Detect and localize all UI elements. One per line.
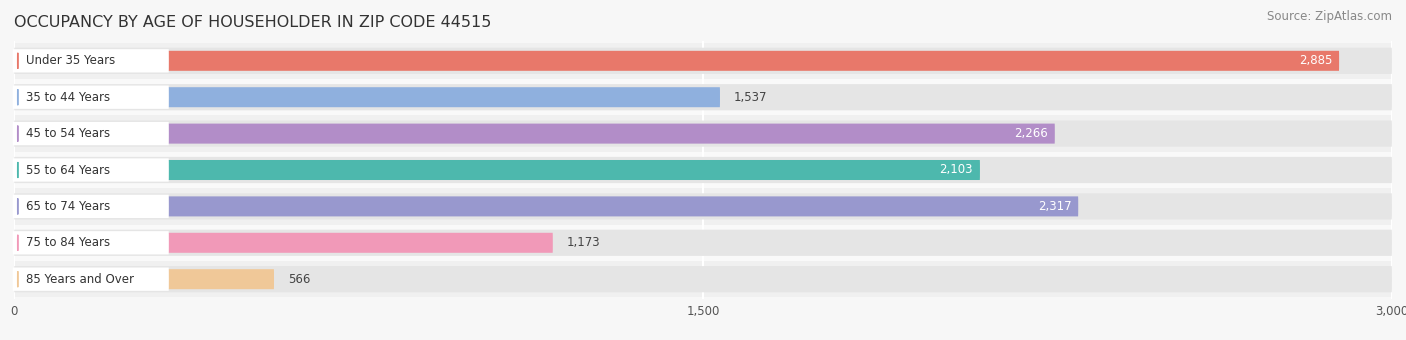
FancyBboxPatch shape — [14, 269, 274, 289]
FancyBboxPatch shape — [13, 122, 169, 145]
Bar — [14, 152, 1392, 188]
Bar — [14, 79, 1392, 115]
FancyBboxPatch shape — [14, 230, 1392, 256]
Text: 1,537: 1,537 — [734, 91, 768, 104]
FancyBboxPatch shape — [14, 160, 980, 180]
FancyBboxPatch shape — [13, 195, 169, 218]
Text: 1,173: 1,173 — [567, 236, 600, 249]
Text: 35 to 44 Years: 35 to 44 Years — [27, 91, 111, 104]
FancyBboxPatch shape — [13, 86, 169, 109]
FancyBboxPatch shape — [14, 120, 1392, 147]
FancyBboxPatch shape — [13, 268, 169, 291]
Text: 85 Years and Over: 85 Years and Over — [27, 273, 135, 286]
Bar — [14, 188, 1392, 225]
FancyBboxPatch shape — [14, 87, 720, 107]
Text: 2,885: 2,885 — [1299, 54, 1333, 67]
FancyBboxPatch shape — [14, 266, 1392, 292]
Bar — [14, 261, 1392, 298]
FancyBboxPatch shape — [14, 48, 1392, 74]
Text: Source: ZipAtlas.com: Source: ZipAtlas.com — [1267, 10, 1392, 23]
FancyBboxPatch shape — [14, 193, 1392, 220]
Bar — [14, 225, 1392, 261]
Text: 55 to 64 Years: 55 to 64 Years — [27, 164, 111, 176]
Text: 2,103: 2,103 — [939, 164, 973, 176]
FancyBboxPatch shape — [14, 84, 1392, 110]
FancyBboxPatch shape — [13, 231, 169, 254]
FancyBboxPatch shape — [14, 233, 553, 253]
Text: 65 to 74 Years: 65 to 74 Years — [27, 200, 111, 213]
Text: 75 to 84 Years: 75 to 84 Years — [27, 236, 111, 249]
Text: 45 to 54 Years: 45 to 54 Years — [27, 127, 111, 140]
Bar — [14, 115, 1392, 152]
Text: OCCUPANCY BY AGE OF HOUSEHOLDER IN ZIP CODE 44515: OCCUPANCY BY AGE OF HOUSEHOLDER IN ZIP C… — [14, 15, 492, 30]
Text: 2,266: 2,266 — [1014, 127, 1047, 140]
Text: 566: 566 — [288, 273, 311, 286]
FancyBboxPatch shape — [13, 158, 169, 182]
Text: 2,317: 2,317 — [1038, 200, 1071, 213]
FancyBboxPatch shape — [14, 197, 1078, 216]
FancyBboxPatch shape — [14, 51, 1339, 71]
FancyBboxPatch shape — [14, 124, 1054, 143]
FancyBboxPatch shape — [14, 157, 1392, 183]
Bar — [14, 42, 1392, 79]
FancyBboxPatch shape — [13, 49, 169, 72]
Text: Under 35 Years: Under 35 Years — [27, 54, 115, 67]
